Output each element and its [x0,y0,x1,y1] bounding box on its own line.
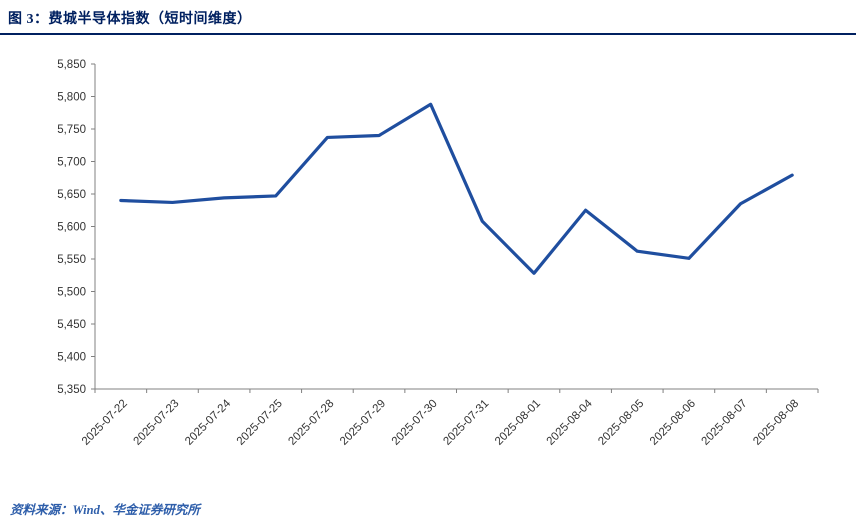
x-tick-label: 2025-08-01 [493,398,543,448]
y-tick-label: 5,500 [57,287,86,299]
y-tick-label: 5,450 [57,319,86,331]
title-divider [0,33,856,35]
y-tick-label: 5,800 [57,92,86,104]
y-tick-label: 5,550 [57,254,86,266]
x-tick-label: 2025-08-08 [751,398,801,448]
y-tick-label: 5,600 [57,222,86,234]
y-tick-label: 5,850 [57,59,86,71]
y-tick-label: 5,700 [57,157,86,169]
chart-header: 图 3：费城半导体指数（短时间维度） [0,0,856,30]
x-tick-label: 2025-07-31 [441,398,491,448]
y-tick-label: 5,400 [57,352,86,364]
x-tick-label: 2025-08-07 [700,398,750,448]
x-tick-label: 2025-07-25 [235,398,285,448]
x-tick-label: 2025-07-30 [390,398,440,448]
line-chart: 5,350 5,400 5,450 5,500 5,550 5,600 5,650 5,700… [57,59,819,448]
source-note: 资料来源：Wind、华金证券研究所 [10,503,200,517]
y-tick-label: 5,650 [57,189,86,201]
x-tick-label: 2025-07-28 [286,398,336,448]
x-tick-label: 2025-07-24 [183,397,234,448]
x-tick-label: 2025-08-06 [648,398,698,448]
chart-title: 图 3：费城半导体指数（短时间维度） [8,12,252,27]
y-tick-label: 5,750 [57,124,86,136]
x-tick-label: 2025-07-29 [338,398,388,448]
y-tick-label: 5,350 [57,384,86,396]
x-tick-label: 2025-08-04 [545,397,596,448]
x-tick-label: 2025-08-05 [596,398,646,448]
data-line [119,102,794,275]
x-tick-label: 2025-07-22 [80,398,130,448]
x-tick-label: 2025-07-23 [132,398,182,448]
